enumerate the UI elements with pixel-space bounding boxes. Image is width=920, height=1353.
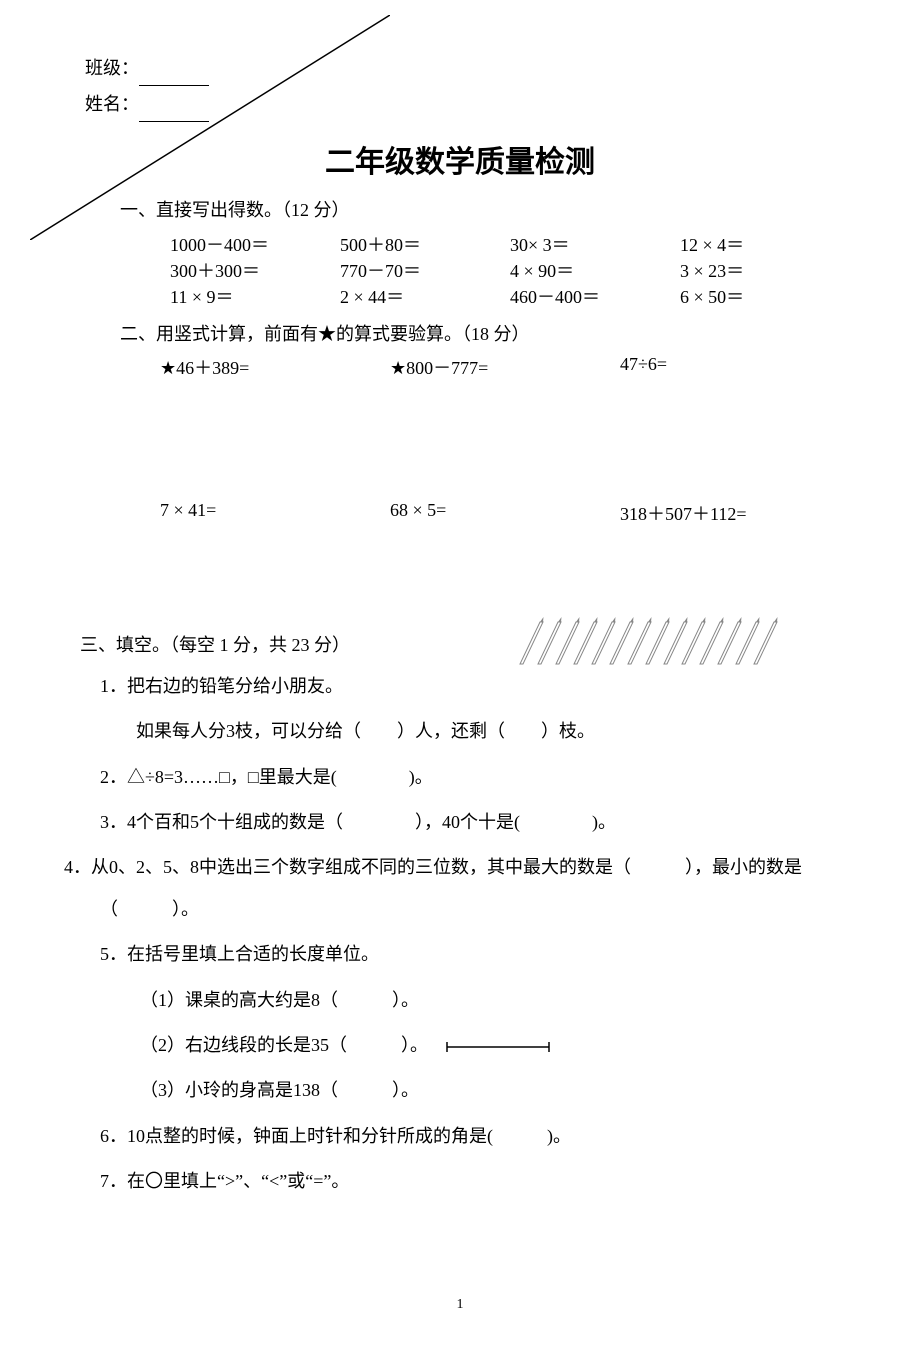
line-segment-icon <box>443 1040 553 1054</box>
pencils-icon <box>510 614 810 669</box>
calc-cell: 4 × 90＝ <box>510 257 680 283</box>
calc-cell: 3 × 23＝ <box>680 257 850 283</box>
v-cell: ★46＋389= <box>160 354 390 380</box>
class-blank <box>139 68 209 86</box>
q4: 4．从0、2、5、8中选出三个数字组成不同的三位数，其中最大的数是（ ），最小的… <box>100 847 840 930</box>
section-1-grid: 1000－400＝ 500＋80＝ 30× 3＝ 12 × 4＝ 300＋300… <box>80 231 840 309</box>
section-2-heading: 二、用竖式计算，前面有★的算式要验算。（18 分） <box>80 315 840 355</box>
q6: 6．10点整的时候，钟面上时针和分针所成的角是( )。 <box>100 1116 840 1157</box>
section-1-heading: 一、直接写出得数。（12 分） <box>80 191 840 231</box>
calc-cell: 500＋80＝ <box>340 231 510 257</box>
calc-row: 300＋300＝ 770－70＝ 4 × 90＝ 3 × 23＝ <box>170 257 840 283</box>
q1-line1: 1．把右边的铅笔分给小朋友。 <box>100 666 840 707</box>
v-cell: 68 × 5= <box>390 500 620 526</box>
q5-head: 5．在括号里填上合适的长度单位。 <box>100 934 840 975</box>
v-row: 7 × 41= 68 × 5= 318＋507＋112= <box>160 500 840 526</box>
document-title: 二年级数学质量检测 <box>80 137 840 181</box>
q5-2: （2）右边线段的长是35（ ）。 <box>100 1025 840 1066</box>
calc-cell: 2 × 44＝ <box>340 283 510 309</box>
class-row: 班级： <box>85 50 840 86</box>
calc-cell: 11 × 9＝ <box>170 283 340 309</box>
q2: 2．△÷8=3……□，□里最大是( )。 <box>100 757 840 798</box>
name-blank <box>139 104 209 122</box>
calc-cell: 1000－400＝ <box>170 231 340 257</box>
q3: 3．4个百和5个十组成的数是（ ），40个十是( )。 <box>100 802 840 843</box>
name-label: 姓名： <box>85 94 139 114</box>
q5-3: （3）小玲的身高是138（ ）。 <box>100 1070 840 1111</box>
calc-cell: 6 × 50＝ <box>680 283 850 309</box>
calc-row: 11 × 9＝ 2 × 44＝ 460－400＝ 6 × 50＝ <box>170 283 840 309</box>
calc-cell: 300＋300＝ <box>170 257 340 283</box>
section-2-grid: ★46＋389= ★800－777= 47÷6= 7 × 41= 68 × 5=… <box>80 354 840 526</box>
q5-2-text: （2）右边线段的长是35（ ）。 <box>140 1035 428 1055</box>
calc-cell: 770－70＝ <box>340 257 510 283</box>
q5-1: （1）课桌的高大约是8（ ）。 <box>100 980 840 1021</box>
name-row: 姓名： <box>85 86 840 122</box>
calc-cell: 30× 3＝ <box>510 231 680 257</box>
pencil-group <box>510 614 810 669</box>
header-block: 班级： 姓名： <box>80 50 840 122</box>
q7: 7．在〇里填上“>”、“<”或“=”。 <box>100 1161 840 1202</box>
v-row: ★46＋389= ★800－777= 47÷6= <box>160 354 840 380</box>
v-cell: ★800－777= <box>390 354 620 380</box>
v-cell: 318＋507＋112= <box>620 500 880 526</box>
v-cell: 7 × 41= <box>160 500 390 526</box>
calc-cell: 12 × 4＝ <box>680 231 850 257</box>
q1-line2-text: 如果每人分3枝，可以分给（ ）人，还剩（ ）枝。 <box>136 721 595 741</box>
page-number: 1 <box>80 1297 840 1313</box>
calc-row: 1000－400＝ 500＋80＝ 30× 3＝ 12 × 4＝ <box>170 231 840 257</box>
q1-line2: 如果每人分3枝，可以分给（ ）人，还剩（ ）枝。 <box>100 711 840 752</box>
calc-cell: 460－400＝ <box>510 283 680 309</box>
class-label: 班级： <box>85 58 139 78</box>
v-cell: 47÷6= <box>620 354 850 380</box>
